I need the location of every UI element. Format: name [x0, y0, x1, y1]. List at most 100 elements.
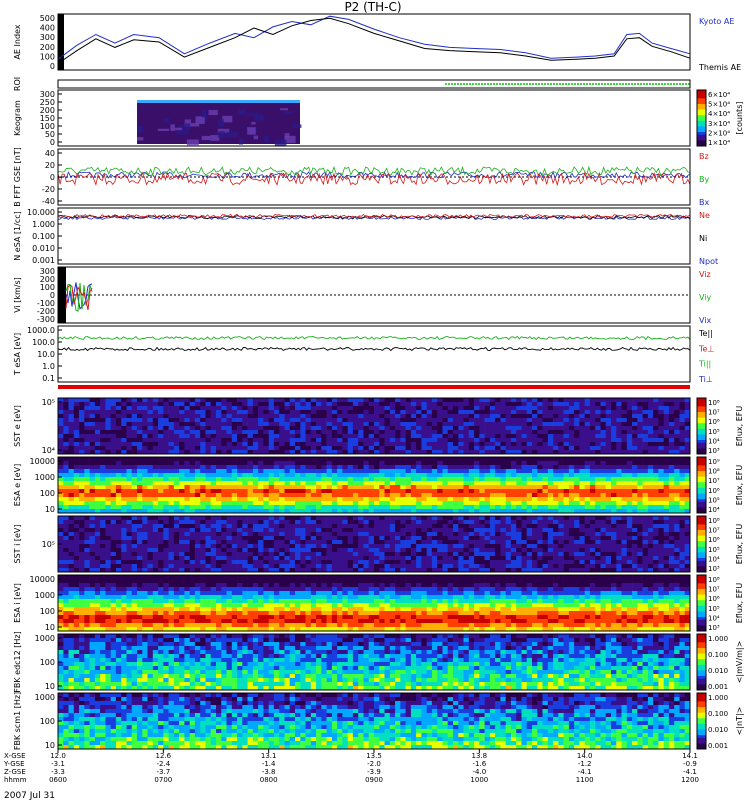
- spectrogram-cell: [679, 446, 686, 451]
- spectrogram-cell: [395, 548, 401, 553]
- spectrogram-cell: [368, 402, 375, 407]
- spectrogram-cell: [389, 548, 396, 553]
- spectrogram-cell: [532, 442, 538, 447]
- spectrogram-cell: [510, 552, 517, 557]
- spectrogram-cell: [526, 520, 533, 525]
- spectrogram-cell: [579, 438, 585, 443]
- spectrogram-cell: [568, 450, 575, 455]
- spectrogram-cell: [474, 434, 480, 439]
- spectrogram-cell: [532, 520, 538, 525]
- spectrogram-cell: [316, 457, 322, 462]
- spectrogram-cell: [73, 493, 80, 498]
- legend-entry: Ne: [699, 211, 710, 220]
- spectrogram-cell: [268, 442, 275, 447]
- spectrogram-cell: [279, 422, 285, 427]
- spectrogram-cell: [600, 516, 607, 521]
- spectrogram-cell: [642, 548, 649, 553]
- spectrogram-cell: [137, 528, 143, 533]
- spectrogram-cell: [489, 418, 496, 423]
- spectrogram-cell: [263, 406, 269, 411]
- spectrogram-cell: [574, 457, 580, 462]
- spectrogram-cell: [374, 418, 380, 423]
- spectrogram-cell: [521, 402, 528, 407]
- y-tick-label: 0.1: [42, 374, 55, 383]
- spectrogram-cell: [273, 520, 280, 525]
- spectrogram-cell: [173, 477, 180, 482]
- spectrogram-cell: [105, 430, 111, 435]
- spectrogram-cell: [295, 481, 301, 486]
- spectrogram-cell: [289, 426, 296, 431]
- spectrogram-cell: [358, 469, 364, 474]
- spectrogram-cell: [405, 477, 412, 482]
- roi-marker: [517, 83, 519, 85]
- spectrogram-cell: [105, 552, 111, 557]
- spectrogram-cell: [94, 422, 101, 427]
- spectrogram-cell: [205, 430, 212, 435]
- spectrogram-cell: [405, 438, 412, 443]
- spectrogram-cell: [495, 532, 501, 537]
- spectrogram-cell: [252, 457, 259, 462]
- colorbar-swatch: [697, 109, 706, 113]
- spectrogram-cell: [553, 426, 559, 431]
- spectrogram-cell: [384, 493, 391, 498]
- spectrogram-cell: [516, 532, 522, 537]
- spectrogram-cell: [574, 442, 580, 447]
- spectrogram-cell: [363, 493, 370, 498]
- spectrogram-cell: [184, 520, 190, 525]
- spectrogram-cell: [579, 430, 585, 435]
- spectrogram-cell: [216, 481, 222, 486]
- spectrogram-cell: [347, 446, 354, 451]
- spectrogram-cell: [358, 501, 364, 506]
- colorbar-swatch: [697, 417, 706, 421]
- spectrogram-cell: [158, 469, 164, 474]
- spectrogram-cell: [63, 446, 69, 451]
- spectrogram-cell: [526, 505, 533, 510]
- spectrogram-cell: [137, 422, 143, 427]
- spectrogram-cell: [84, 457, 90, 462]
- ae-frame: [57, 13, 691, 71]
- spectrogram-cell: [221, 446, 227, 451]
- spectrogram-cell: [463, 461, 470, 466]
- spectrogram-cell: [389, 536, 396, 541]
- spectrogram-cell: [500, 422, 506, 427]
- spectrogram-cell: [300, 485, 306, 490]
- spectrogram-cell: [489, 438, 496, 443]
- spectrogram-cell: [632, 509, 638, 514]
- spectrogram-cell: [316, 552, 322, 557]
- spectrogram-cell: [194, 398, 201, 403]
- spectrogram-cell: [505, 532, 512, 537]
- spectrogram-cell: [479, 477, 485, 482]
- spectrogram-cell: [268, 528, 275, 533]
- spectrogram-cell: [453, 520, 459, 525]
- spectrogram-cell: [200, 414, 206, 419]
- spectrogram-cell: [537, 414, 543, 419]
- spectrogram-cell: [337, 520, 343, 525]
- spectrogram-cell: [126, 402, 133, 407]
- spectrogram-cell: [331, 516, 338, 521]
- roi-marker: [448, 83, 450, 85]
- spectrogram-cell: [658, 430, 664, 435]
- spectrogram-cell: [194, 473, 201, 478]
- spectrogram-cell: [121, 410, 127, 415]
- spectrogram-cell: [237, 430, 243, 435]
- spectrogram-cell: [247, 465, 254, 470]
- spectrogram-cell: [405, 509, 412, 514]
- spectrogram-cell: [321, 485, 327, 490]
- spectrogram-cell: [337, 442, 343, 447]
- spectrogram-cell: [621, 516, 628, 521]
- spectrogram-cell: [600, 493, 607, 498]
- spectrogram-cell: [553, 469, 559, 474]
- spectrogram-cell: [252, 426, 259, 431]
- spectrogram-cell: [226, 398, 233, 403]
- spectrogram-cell: [495, 524, 501, 529]
- spectrogram-cell: [616, 524, 622, 529]
- spectrogram-cell: [447, 461, 454, 466]
- spectrogram-cell: [463, 520, 470, 525]
- spectrogram-cell: [526, 442, 533, 447]
- spectrogram-cell: [326, 402, 333, 407]
- spectrogram-cell: [626, 469, 633, 474]
- spectrogram-cell: [532, 406, 538, 411]
- spectrogram-cell: [489, 540, 496, 545]
- spectrogram-cell: [542, 505, 549, 510]
- spectrogram-cell: [231, 473, 238, 478]
